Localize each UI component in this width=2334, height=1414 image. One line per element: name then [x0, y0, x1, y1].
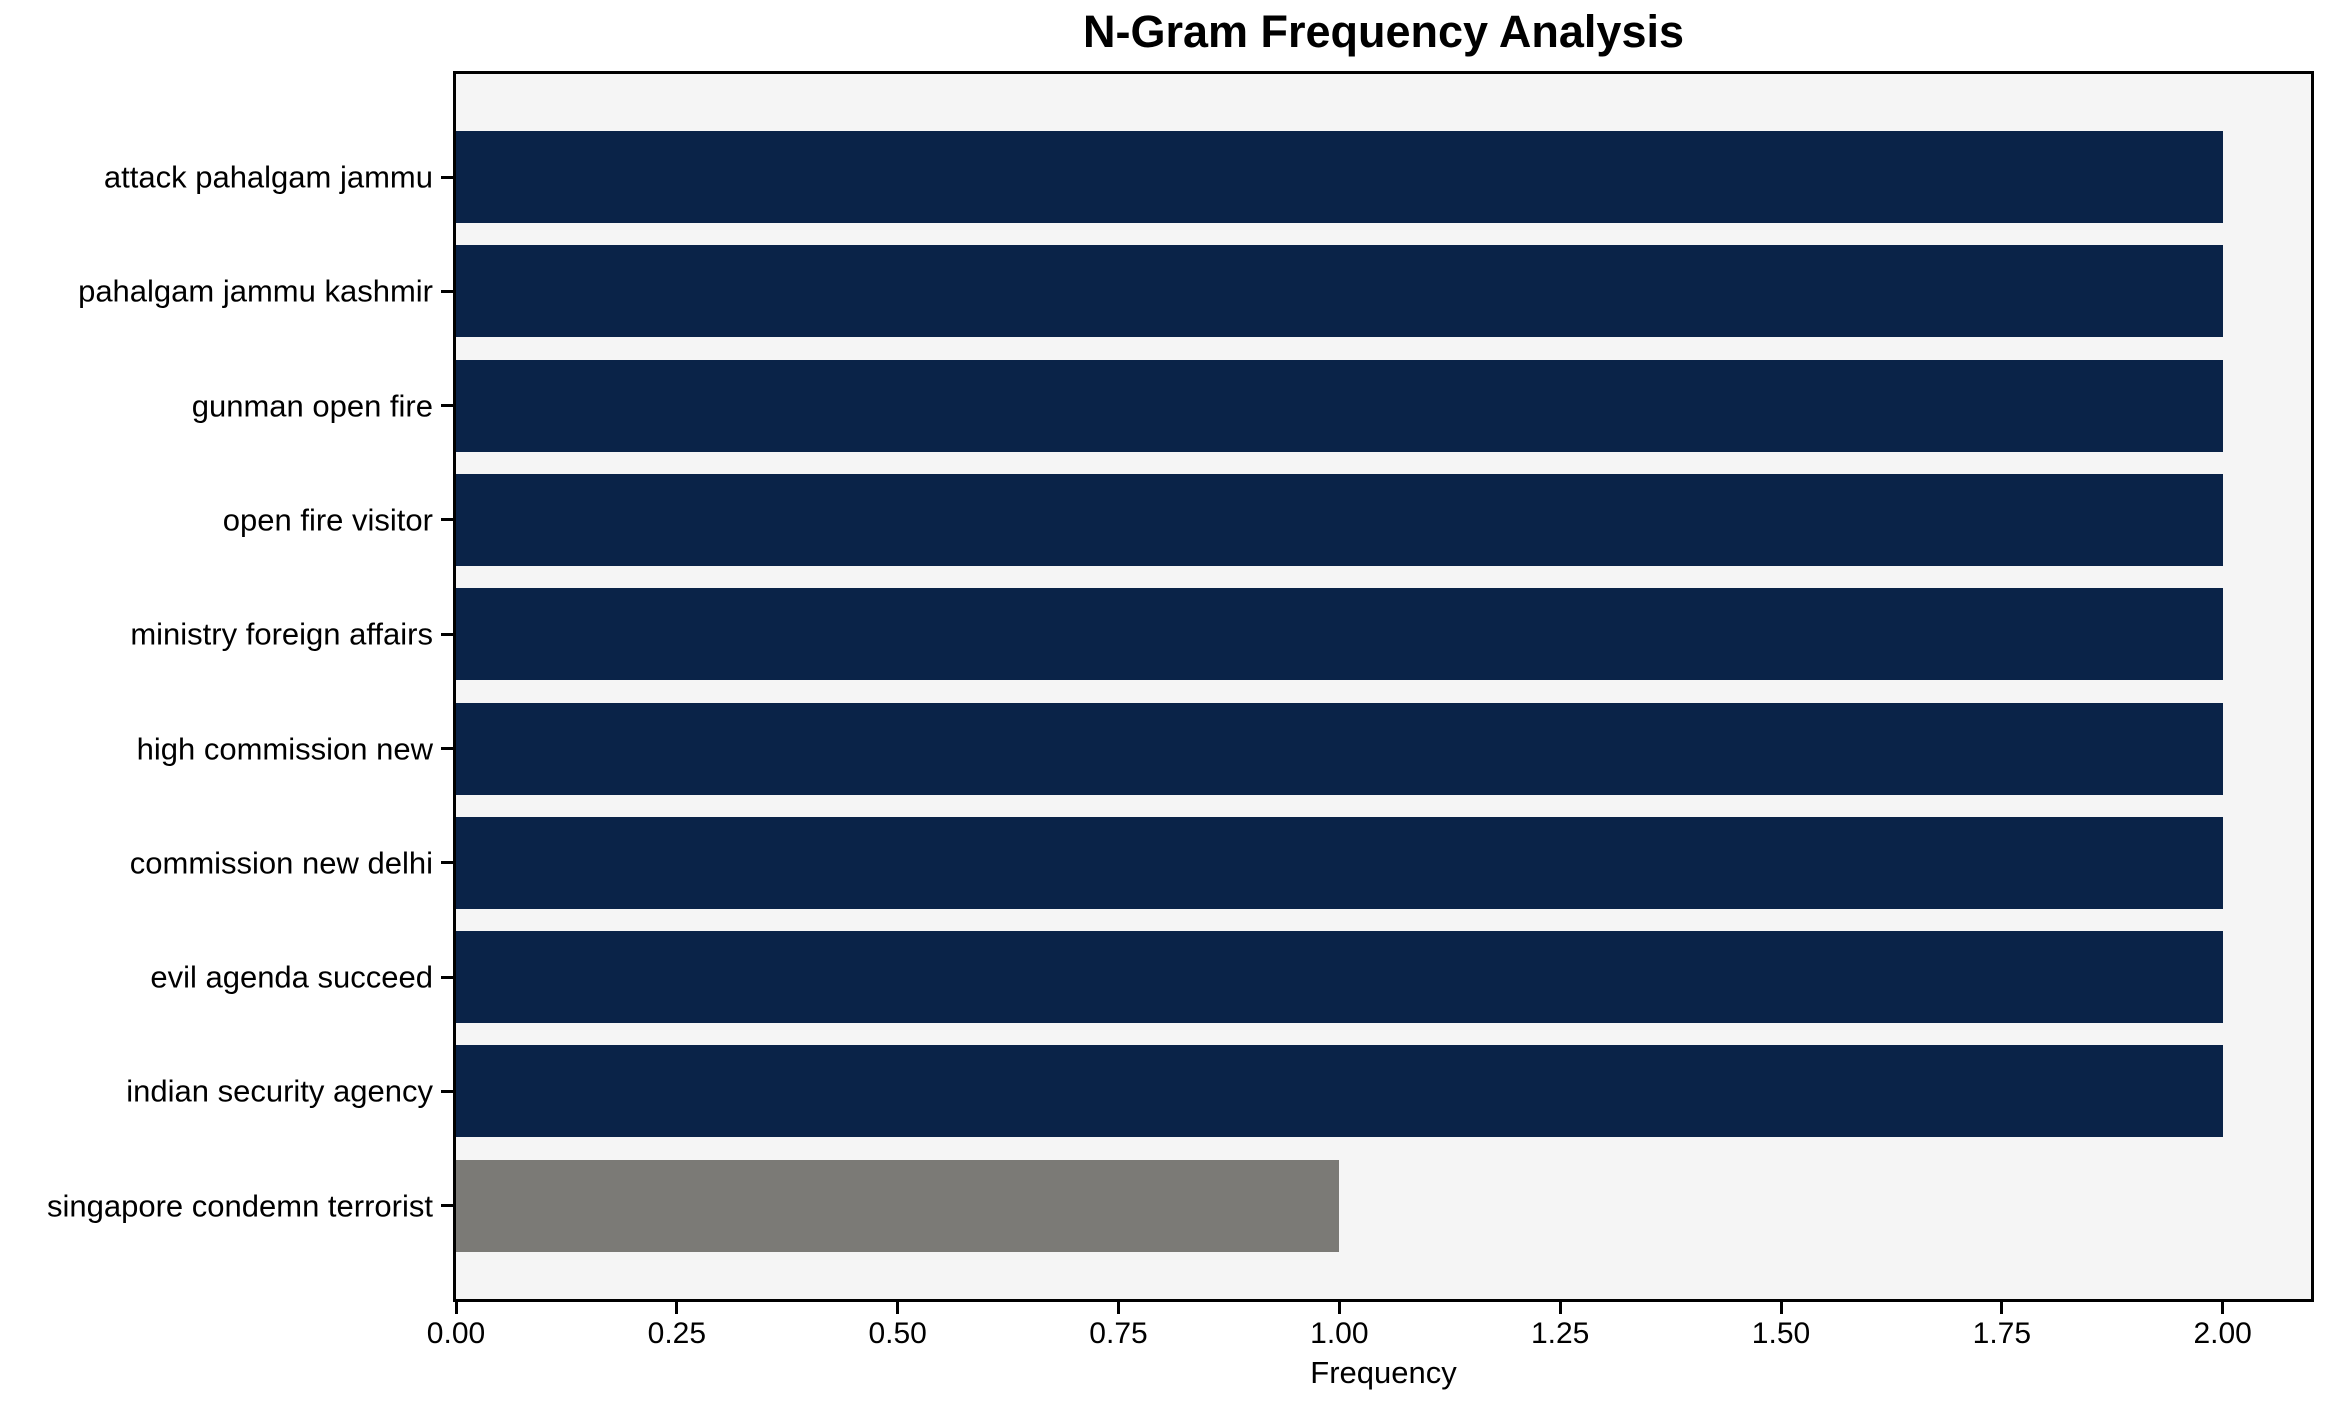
y-tick-label-0: attack pahalgam jammu — [103, 159, 433, 195]
x-tick-label-0: 0.00 — [426, 1317, 486, 1350]
x-tick-label-7: 1.75 — [1972, 1317, 2032, 1350]
y-tick-mark-2 — [441, 404, 453, 408]
x-tick-mark-6 — [1779, 1302, 1783, 1314]
y-tick-label-4: ministry foreign affairs — [130, 616, 433, 652]
y-tick-label-2: gunman open fire — [191, 388, 433, 424]
x-tick-mark-8 — [2221, 1302, 2225, 1314]
x-tick-mark-4 — [1337, 1302, 1341, 1314]
x-tick-label-3: 0.75 — [1089, 1317, 1148, 1350]
x-tick-label-4: 1.00 — [1310, 1317, 1369, 1350]
bar-0 — [456, 131, 2223, 223]
x-tick-mark-3 — [1117, 1302, 1120, 1314]
x-tick-label-2: 0.50 — [868, 1317, 927, 1350]
y-tick-mark-7 — [441, 975, 453, 979]
y-tick-label-5: high commission new — [136, 731, 433, 766]
bar-6 — [456, 816, 2223, 909]
y-tick-label-3: open fire visitor — [222, 502, 433, 538]
bar-3 — [456, 473, 2223, 566]
bar-4 — [456, 588, 2223, 681]
y-tick-label-1: pahalgam jammu kashmir — [78, 273, 433, 309]
x-tick-mark-5 — [1558, 1302, 1562, 1314]
y-tick-mark-1 — [441, 289, 453, 293]
x-axis-label: Frequency — [1310, 1355, 1457, 1390]
bar-2 — [456, 359, 2223, 452]
x-tick-label-1: 0.25 — [647, 1317, 707, 1350]
x-tick-label-6: 1.50 — [1751, 1317, 1811, 1350]
x-tick-mark-0 — [454, 1302, 458, 1314]
bar-9 — [456, 1159, 1340, 1252]
y-tick-mark-9 — [441, 1204, 453, 1208]
y-tick-mark-4 — [441, 632, 453, 636]
bar-1 — [456, 245, 2223, 338]
y-tick-mark-6 — [441, 861, 453, 865]
y-tick-label-9: singapore condemn terrorist — [47, 1188, 433, 1224]
x-tick-label-5: 1.25 — [1530, 1317, 1590, 1350]
bar-5 — [456, 702, 2223, 795]
bar-8 — [456, 1045, 2223, 1138]
y-tick-mark-3 — [441, 518, 453, 522]
chart-title: N-Gram Frequency Analysis — [1082, 6, 1685, 57]
x-tick-label-8: 2.00 — [2193, 1317, 2252, 1350]
plot-area — [453, 71, 2314, 1302]
y-tick-mark-5 — [441, 747, 453, 750]
y-tick-mark-8 — [441, 1089, 453, 1093]
bar-7 — [456, 931, 2223, 1024]
x-tick-mark-2 — [896, 1302, 900, 1314]
y-tick-mark-0 — [441, 175, 453, 179]
x-tick-mark-1 — [675, 1302, 679, 1314]
y-tick-label-7: evil agenda succeed — [150, 959, 433, 995]
y-tick-label-6: commission new delhi — [129, 845, 433, 881]
y-tick-label-8: indian security agency — [126, 1073, 433, 1109]
x-tick-mark-7 — [2000, 1302, 2004, 1314]
